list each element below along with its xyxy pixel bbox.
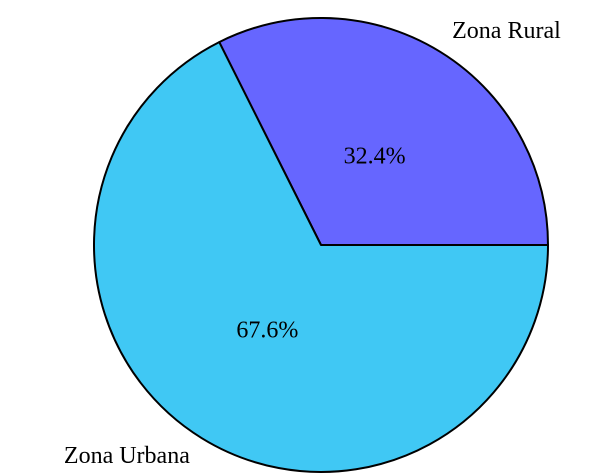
pie-slice <box>218 17 549 246</box>
percent-label: 32.4% <box>344 144 406 170</box>
slice-label: Zona Urbana <box>64 443 190 469</box>
pie-slice <box>93 41 549 473</box>
percent-label: 67.6% <box>236 317 298 343</box>
slice-label: Zona Rural <box>452 18 561 44</box>
